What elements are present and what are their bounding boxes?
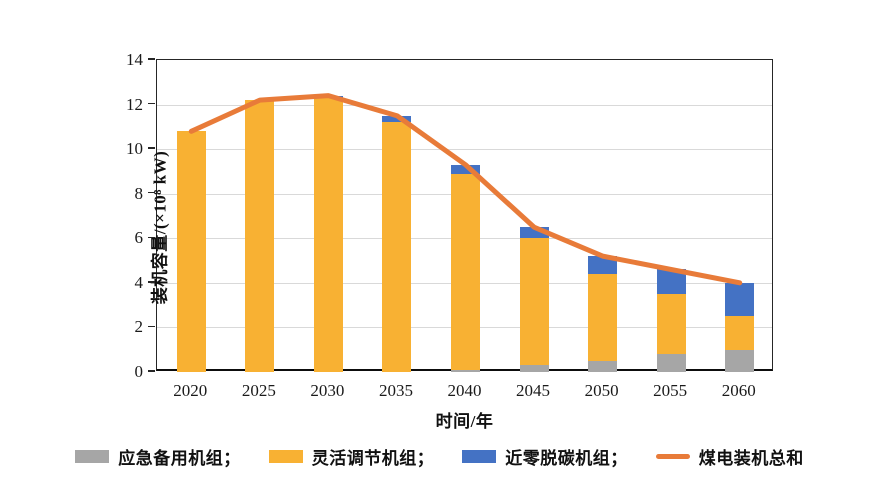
- bar-segment-near-zero-carbon-units: [588, 256, 618, 274]
- bar-segment-emergency-backup-units: [451, 369, 480, 372]
- bar-segment-near-zero-carbon-units: [451, 164, 480, 174]
- bar-segment-near-zero-carbon-units: [519, 227, 549, 239]
- y-tick-mark: [148, 236, 155, 239]
- legend-item-emergency-backup-units: 应急备用机组；: [75, 444, 241, 469]
- legend-item-coal-power-total: 煤电装机总和: [655, 444, 804, 469]
- bar-segment-flexible-regulation-units: [656, 294, 686, 355]
- bar-segment-flexible-regulation-units: [176, 131, 206, 372]
- y-tick-label: 10: [126, 139, 143, 159]
- y-tick-mark: [148, 102, 155, 105]
- y-tick-mark: [148, 370, 155, 372]
- total-line-layer: [188, 93, 743, 286]
- y-tick-label: 14: [126, 50, 143, 69]
- y-tick-mark: [148, 147, 155, 149]
- y-tick-label: 0: [134, 362, 144, 381]
- gridline-y-12: [157, 104, 772, 106]
- legend-item-flexible-regulation-units: 灵活调节机组；: [268, 444, 435, 469]
- bar-segment-emergency-backup-units: [519, 365, 549, 372]
- y-tick-mark: [148, 325, 155, 328]
- x-tick-label-2030: 2030: [310, 381, 345, 400]
- total-line: [188, 93, 743, 286]
- x-axis-title: 时间/年: [435, 412, 494, 431]
- y-tick-label: 6: [134, 228, 144, 248]
- x-tick-label-2050: 2050: [584, 381, 619, 400]
- legend-swatch-coal-power-total: [655, 454, 690, 459]
- x-tick-label-2045: 2045: [516, 381, 551, 400]
- legend-label-near-zero-carbon-units: 近零脱碳机组；: [505, 449, 628, 468]
- bar-segment-flexible-regulation-units: [451, 173, 480, 370]
- x-tick-label-2025: 2025: [241, 381, 276, 400]
- y-tick-label: 8: [134, 183, 144, 203]
- bar-segment-emergency-backup-units: [725, 349, 755, 372]
- bar-segment-flexible-regulation-units: [245, 100, 275, 372]
- x-tick-label-2055: 2055: [653, 381, 688, 400]
- legend: 应急备用机组； 灵活调节机组； 近零脱碳机组； 煤电装机总和: [0, 444, 879, 469]
- bar-segment-emergency-backup-units: [656, 354, 686, 372]
- bar-segment-flexible-regulation-units: [588, 273, 618, 361]
- legend-swatch-emergency-backup-units: [75, 450, 110, 463]
- bar-segment-near-zero-carbon-units: [725, 282, 755, 317]
- y-tick-label: 2: [134, 317, 144, 337]
- legend-label-coal-power-total: 煤电装机总和: [698, 449, 804, 468]
- legend-swatch-near-zero-carbon-units: [462, 450, 497, 463]
- y-tick-mark: [148, 281, 155, 283]
- x-tick-label-2020: 2020: [173, 381, 208, 400]
- x-tick-label-2060: 2060: [721, 381, 756, 400]
- y-tick-mark: [148, 58, 155, 60]
- bar-segment-flexible-regulation-units: [519, 238, 549, 366]
- bar-segment-flexible-regulation-units: [725, 316, 755, 350]
- legend-item-near-zero-carbon-units: 近零脱碳机组；: [462, 444, 628, 469]
- y-tick-mark: [148, 191, 155, 194]
- bar-segment-flexible-regulation-units: [313, 97, 343, 372]
- bar-segment-flexible-regulation-units: [382, 122, 412, 372]
- legend-label-flexible-regulation-units: 灵活调节机组；: [311, 449, 435, 468]
- legend-label-emergency-backup-units: 应急备用机组；: [118, 449, 241, 468]
- y-tick-label: 12: [126, 94, 143, 114]
- legend-swatch-flexible-regulation-units: [268, 450, 303, 463]
- x-tick-label-2035: 2035: [378, 381, 413, 400]
- gridline-y-10: [157, 149, 772, 151]
- x-tick-label-2040: 2040: [447, 381, 482, 400]
- bar-segment-near-zero-carbon-units: [382, 115, 412, 123]
- y-tick-label: 4: [134, 272, 144, 292]
- plot-area: [156, 59, 773, 372]
- bar-segment-emergency-backup-units: [588, 360, 618, 372]
